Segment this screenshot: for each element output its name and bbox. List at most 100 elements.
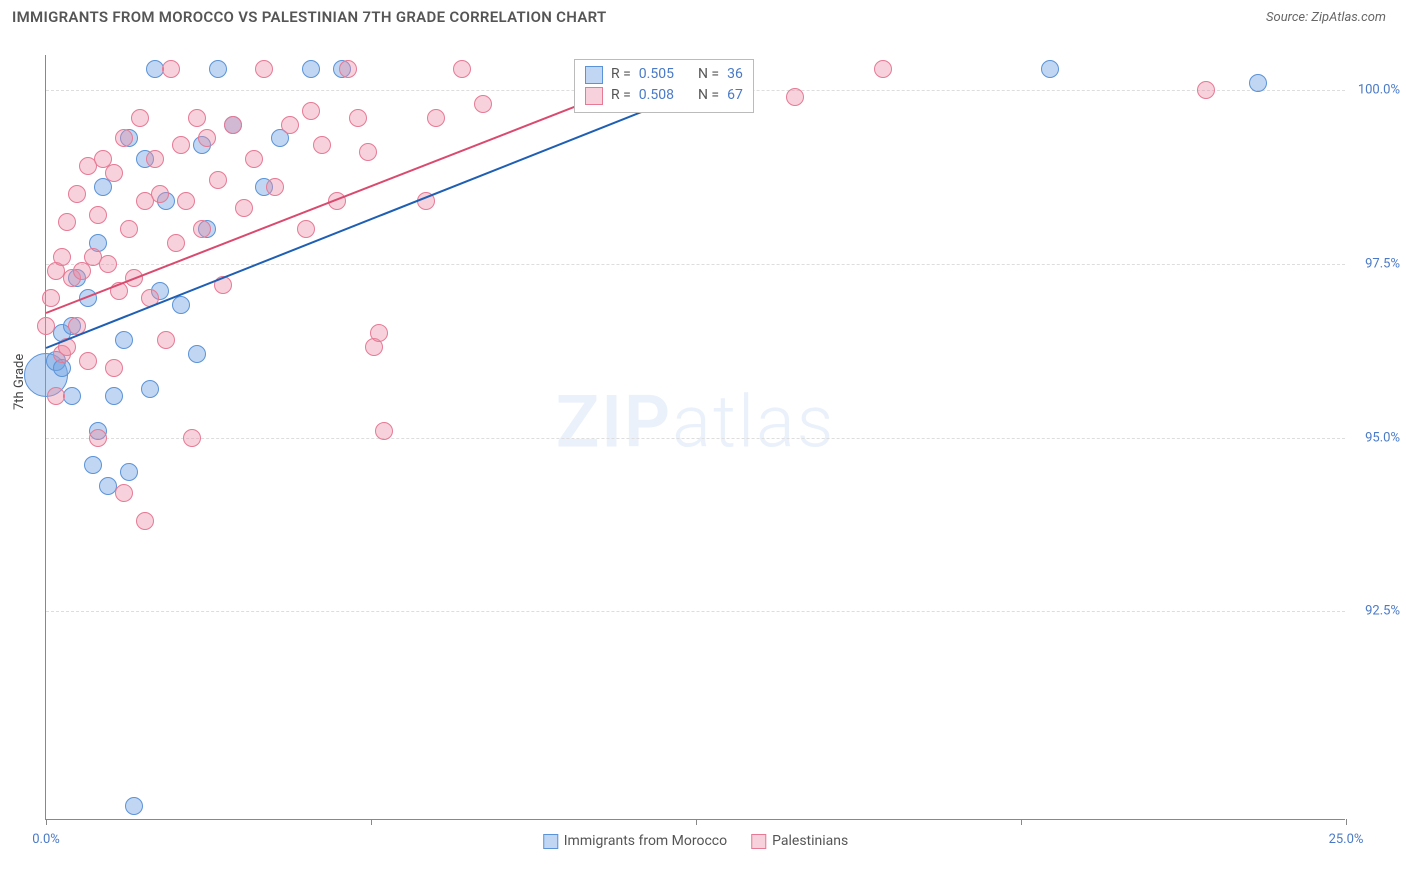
scatter-point xyxy=(79,352,97,370)
scatter-point xyxy=(120,220,138,238)
scatter-point xyxy=(141,380,159,398)
x-tick xyxy=(696,819,697,825)
legend-row: R = 0.508 N = 67 xyxy=(585,85,743,106)
legend-series-label: Immigrants from Morocco xyxy=(564,833,727,849)
gridline xyxy=(46,438,1345,439)
y-tick-label: 97.5% xyxy=(1365,256,1400,271)
scatter-point xyxy=(136,512,154,530)
scatter-point xyxy=(172,136,190,154)
scatter-point xyxy=(105,359,123,377)
x-tick-label: 0.0% xyxy=(32,832,60,847)
scatter-point xyxy=(266,178,284,196)
scatter-point xyxy=(1197,81,1215,99)
source-label: Source: ZipAtlas.com xyxy=(1266,10,1386,25)
legend-series-label: Palestinians xyxy=(772,833,848,849)
legend-r-label: R = xyxy=(611,64,631,85)
scatter-point xyxy=(125,797,143,815)
bottom-legend-item: Palestinians xyxy=(751,833,848,849)
scatter-point xyxy=(84,456,102,474)
scatter-point xyxy=(297,220,315,238)
scatter-point xyxy=(453,60,471,78)
gridline xyxy=(46,611,1345,612)
scatter-point xyxy=(162,60,180,78)
scatter-point xyxy=(89,206,107,224)
scatter-point xyxy=(53,248,71,266)
legend-swatch xyxy=(751,834,766,849)
scatter-point xyxy=(115,331,133,349)
legend-r-value: 0.508 xyxy=(639,85,674,106)
scatter-point xyxy=(172,296,190,314)
x-tick xyxy=(371,819,372,825)
scatter-point xyxy=(115,484,133,502)
scatter-point xyxy=(47,387,65,405)
scatter-point xyxy=(183,429,201,447)
scatter-point xyxy=(224,116,242,134)
scatter-point xyxy=(359,143,377,161)
scatter-point xyxy=(188,109,206,127)
bottom-legend-item: Immigrants from Morocco xyxy=(543,833,727,849)
legend-n-value: 67 xyxy=(727,85,743,106)
legend-n-label: N = xyxy=(698,85,719,106)
scatter-point xyxy=(151,185,169,203)
scatter-point xyxy=(105,387,123,405)
scatter-point xyxy=(37,317,55,335)
scatter-point xyxy=(427,109,445,127)
legend-swatch xyxy=(585,66,603,84)
scatter-point xyxy=(281,116,299,134)
scatter-point xyxy=(167,234,185,252)
x-tick xyxy=(1346,819,1347,825)
scatter-point xyxy=(349,109,367,127)
legend-box: R = 0.505 N = 36 R = 0.508 N = 67 xyxy=(574,59,754,113)
bottom-legend: Immigrants from Morocco Palestinians xyxy=(543,833,849,849)
scatter-point xyxy=(255,60,273,78)
scatter-point xyxy=(209,60,227,78)
legend-row: R = 0.505 N = 36 xyxy=(585,64,743,85)
scatter-point xyxy=(105,164,123,182)
scatter-point xyxy=(375,422,393,440)
scatter-point xyxy=(177,192,195,210)
scatter-point xyxy=(1249,74,1267,92)
scatter-point xyxy=(146,150,164,168)
legend-swatch xyxy=(543,834,558,849)
x-tick xyxy=(1021,819,1022,825)
scatter-point xyxy=(42,289,60,307)
header: IMMIGRANTS FROM MOROCCO VS PALESTINIAN 7… xyxy=(0,0,1406,34)
scatter-point xyxy=(474,95,492,113)
scatter-point xyxy=(198,129,216,147)
legend-swatch xyxy=(585,87,603,105)
watermark: ZIPatlas xyxy=(556,379,836,464)
scatter-point xyxy=(209,171,227,189)
chart-title: IMMIGRANTS FROM MOROCCO VS PALESTINIAN 7… xyxy=(12,8,607,26)
x-tick xyxy=(46,819,47,825)
scatter-point xyxy=(193,220,211,238)
scatter-point xyxy=(370,324,388,342)
legend-r-value: 0.505 xyxy=(639,64,674,85)
scatter-point xyxy=(313,136,331,154)
legend-n-value: 36 xyxy=(727,64,743,85)
scatter-point xyxy=(1041,60,1059,78)
y-tick-label: 95.0% xyxy=(1365,430,1400,445)
scatter-point xyxy=(188,345,206,363)
scatter-point xyxy=(99,255,117,273)
scatter-point xyxy=(68,185,86,203)
scatter-point xyxy=(120,463,138,481)
scatter-point xyxy=(58,213,76,231)
scatter-point xyxy=(235,199,253,217)
legend-r-label: R = xyxy=(611,85,631,106)
scatter-point xyxy=(131,109,149,127)
legend-n-label: N = xyxy=(698,64,719,85)
scatter-point xyxy=(89,429,107,447)
scatter-point xyxy=(245,150,263,168)
y-tick-label: 100.0% xyxy=(1358,82,1400,97)
scatter-point xyxy=(157,331,175,349)
scatter-point xyxy=(786,88,804,106)
x-tick-label: 25.0% xyxy=(1329,832,1364,847)
scatter-point xyxy=(63,387,81,405)
scatter-point xyxy=(115,129,133,147)
y-tick-label: 92.5% xyxy=(1365,604,1400,619)
scatter-point xyxy=(302,60,320,78)
scatter-point xyxy=(874,60,892,78)
scatter-chart: ZIPatlas 92.5%95.0%97.5%100.0%0.0%25.0%R… xyxy=(45,55,1345,820)
scatter-point xyxy=(339,60,357,78)
gridline xyxy=(46,264,1345,265)
